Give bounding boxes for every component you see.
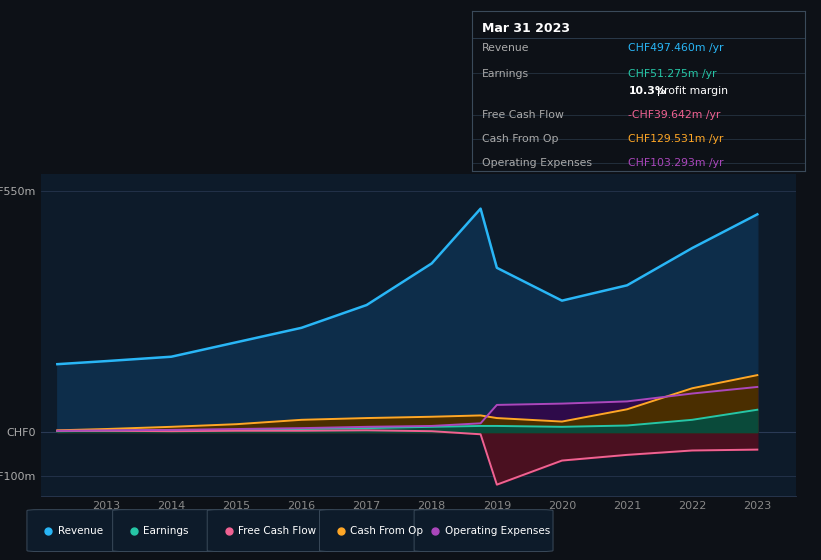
Text: Free Cash Flow: Free Cash Flow: [482, 110, 564, 120]
FancyBboxPatch shape: [207, 510, 334, 552]
Text: CHF103.293m /yr: CHF103.293m /yr: [628, 158, 724, 168]
FancyBboxPatch shape: [27, 510, 131, 552]
Text: CHF129.531m /yr: CHF129.531m /yr: [628, 134, 724, 144]
Text: Free Cash Flow: Free Cash Flow: [238, 526, 316, 535]
Text: Cash From Op: Cash From Op: [351, 526, 424, 535]
Text: Cash From Op: Cash From Op: [482, 134, 558, 144]
Text: CHF51.275m /yr: CHF51.275m /yr: [628, 69, 717, 78]
FancyBboxPatch shape: [414, 510, 553, 552]
FancyBboxPatch shape: [112, 510, 224, 552]
Text: CHF497.460m /yr: CHF497.460m /yr: [628, 43, 724, 53]
Text: Earnings: Earnings: [482, 69, 530, 78]
FancyBboxPatch shape: [319, 510, 431, 552]
Text: Operating Expenses: Operating Expenses: [445, 526, 550, 535]
Text: 10.3%: 10.3%: [628, 86, 666, 96]
Text: Earnings: Earnings: [144, 526, 189, 535]
Text: Operating Expenses: Operating Expenses: [482, 158, 592, 168]
Text: Mar 31 2023: Mar 31 2023: [482, 22, 570, 35]
Text: -CHF39.642m /yr: -CHF39.642m /yr: [628, 110, 721, 120]
Text: Revenue: Revenue: [57, 526, 103, 535]
Text: profit margin: profit margin: [657, 86, 727, 96]
Text: Revenue: Revenue: [482, 43, 530, 53]
